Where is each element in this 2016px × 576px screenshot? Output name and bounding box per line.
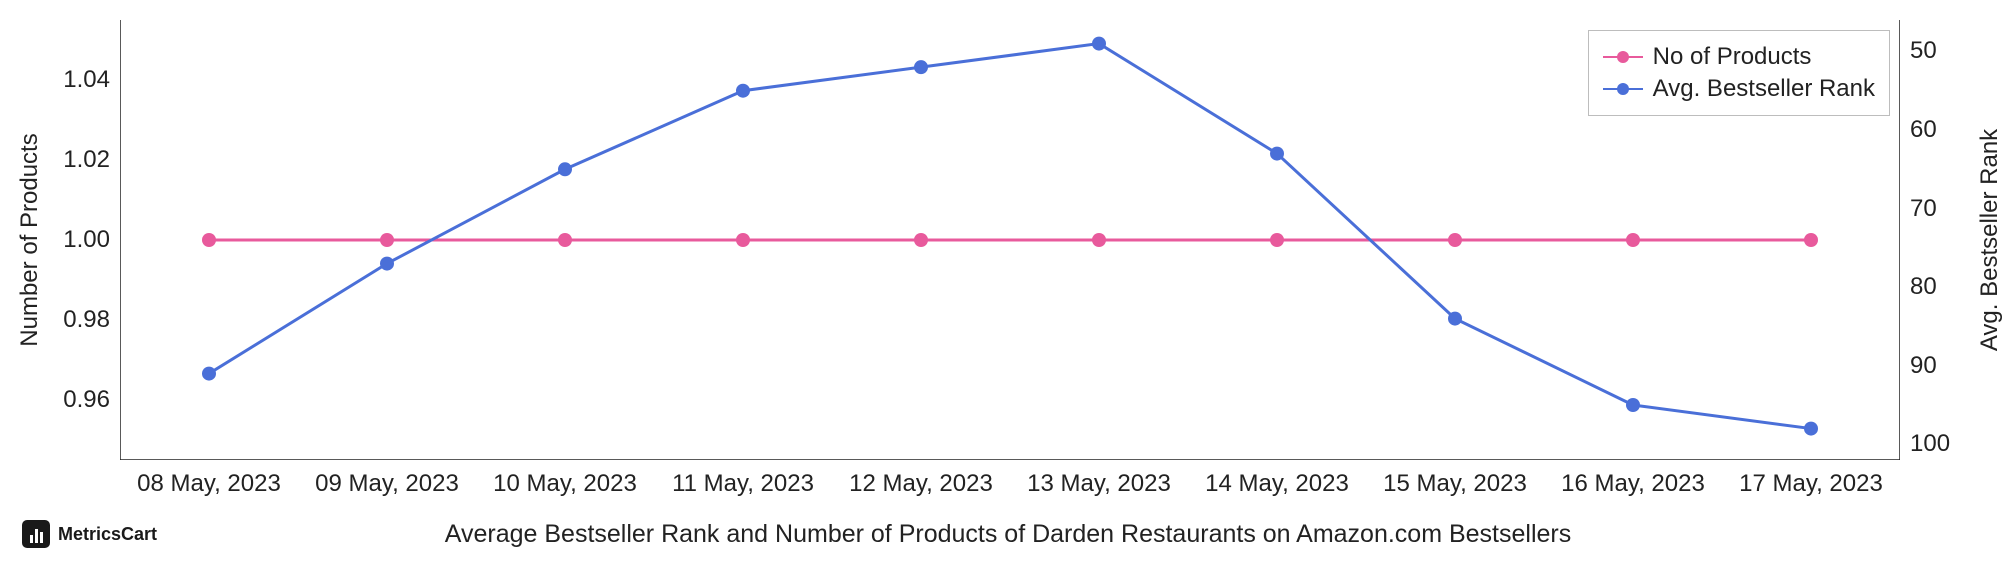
y-right-tick-label: 50 (1910, 37, 1937, 65)
x-tick-label: 12 May, 2023 (849, 470, 993, 498)
legend-swatch-blue (1603, 88, 1643, 90)
brand-text: MetricsCart (58, 524, 157, 545)
chart-title: Average Bestseller Rank and Number of Pr… (445, 520, 1572, 549)
y-right-tick-label: 70 (1910, 195, 1937, 223)
x-tick-label: 17 May, 2023 (1739, 470, 1883, 498)
chart-footer: MetricsCart Average Bestseller Rank and … (0, 520, 2016, 570)
legend-item: Avg. Bestseller Rank (1603, 75, 1875, 103)
y-left-tick-label: 1.02 (63, 146, 110, 174)
y-right-tick-label: 80 (1910, 273, 1937, 301)
chart-legend: No of Products Avg. Bestseller Rank (1588, 30, 1890, 116)
x-tick-label: 09 May, 2023 (315, 470, 459, 498)
y-right-axis-label: Avg. Bestseller Rank (1976, 129, 2004, 351)
x-tick-label: 16 May, 2023 (1561, 470, 1705, 498)
legend-label: Avg. Bestseller Rank (1653, 75, 1875, 103)
x-tick-label: 08 May, 2023 (137, 470, 281, 498)
legend-label: No of Products (1653, 43, 1812, 71)
x-tick-label: 14 May, 2023 (1205, 470, 1349, 498)
y-left-tick-label: 0.96 (63, 386, 110, 414)
x-tick-label: 13 May, 2023 (1027, 470, 1171, 498)
x-tick-label: 15 May, 2023 (1383, 470, 1527, 498)
brand-badge: MetricsCart (22, 520, 157, 548)
brand-bars-icon (22, 520, 50, 548)
y-right-tick-label: 60 (1910, 116, 1937, 144)
x-tick-label: 10 May, 2023 (493, 470, 637, 498)
y-left-tick-label: 1.04 (63, 66, 110, 94)
legend-swatch-pink (1603, 56, 1643, 58)
legend-item: No of Products (1603, 43, 1875, 71)
y-left-tick-label: 1.00 (63, 226, 110, 254)
y-right-tick-label: 100 (1910, 430, 1950, 458)
y-left-tick-label: 0.98 (63, 306, 110, 334)
y-left-axis-label: Number of Products (16, 133, 44, 346)
y-right-tick-label: 90 (1910, 352, 1937, 380)
x-tick-label: 11 May, 2023 (672, 470, 814, 498)
chart-container: 08 May, 202309 May, 202310 May, 202311 M… (120, 20, 1900, 460)
